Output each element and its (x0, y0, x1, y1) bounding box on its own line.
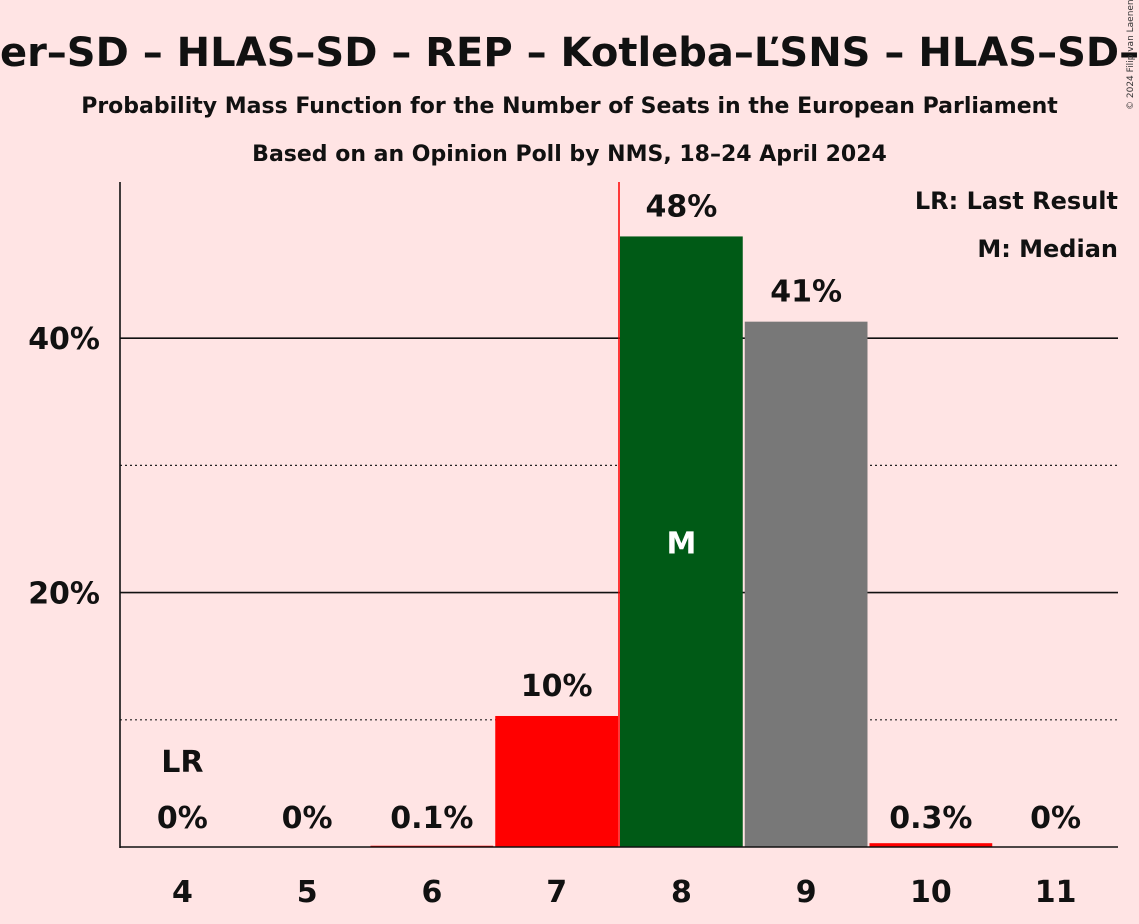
data-label-7: 10% (521, 669, 593, 704)
data-label-5: 0% (282, 801, 333, 836)
chart-title: er–SD – HLAS–SD – REP – Kotleba–ĽSNS – H… (0, 30, 1139, 76)
x-tick-label-9: 9 (796, 875, 817, 910)
chart-subtitle: Probability Mass Function for the Number… (81, 94, 1058, 119)
x-tick-label-11: 11 (1035, 875, 1077, 910)
data-label-10: 0.3% (889, 801, 972, 836)
copyright: © 2024 Filip van Laenen (1126, 0, 1136, 110)
legend-last-result: LR: Last Result (915, 187, 1118, 215)
y-tick-label-1: 40% (28, 322, 100, 357)
bar-10 (869, 843, 993, 847)
bars (370, 236, 993, 847)
x-tick-label-7: 7 (546, 875, 567, 910)
data-label-11: 0% (1030, 801, 1081, 836)
x-tick-label-6: 6 (421, 875, 442, 910)
chart-source: Based on an Opinion Poll by NMS, 18–24 A… (252, 142, 887, 167)
data-label-4: 0% (157, 801, 208, 836)
data-labels: 0% 4 0% 5 0.1% 6 10% 7 48% 8 41% 9 0.3% 10 0% 11 LR M (157, 189, 1081, 910)
x-tick-label-10: 10 (910, 875, 952, 910)
data-label-6: 0.1% (390, 801, 473, 836)
data-label-8: 48% (645, 189, 717, 224)
x-tick-label-8: 8 (671, 875, 692, 910)
axes (119, 182, 1118, 848)
last-result-label: LR (161, 745, 203, 780)
bar-7 (495, 715, 618, 847)
median-label: M (666, 527, 696, 562)
data-label-9: 41% (770, 275, 842, 310)
x-tick-label-5: 5 (297, 875, 318, 910)
bar-8 (620, 236, 743, 847)
y-tick-label-0: 20% (28, 577, 100, 612)
x-tick-label-4: 4 (172, 875, 193, 910)
gridlines: 20% 40% (28, 322, 1118, 721)
bar-9 (744, 321, 868, 847)
legend-median: M: Median (977, 235, 1118, 263)
